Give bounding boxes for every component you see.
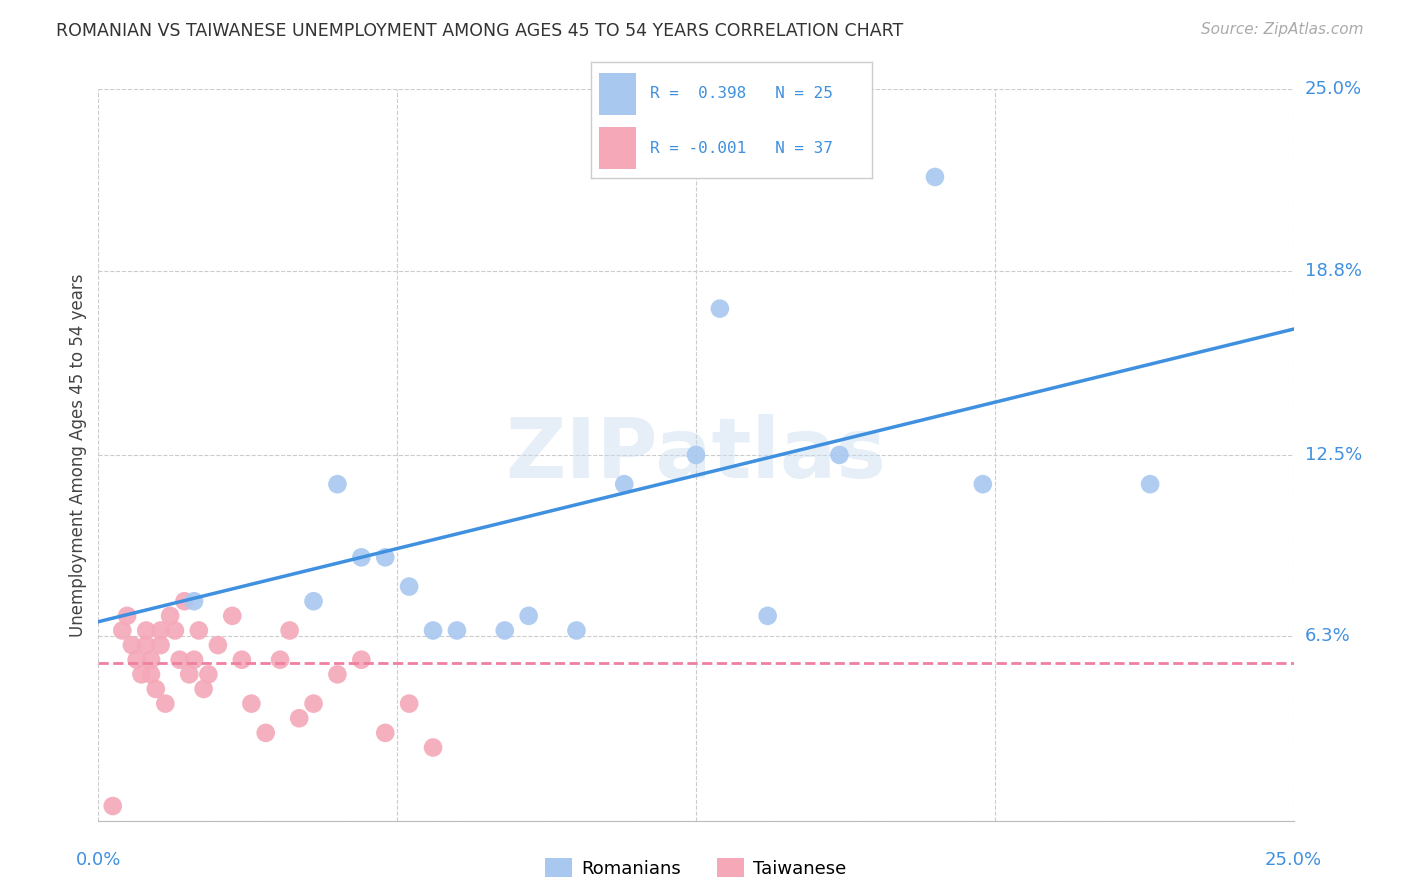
Text: R = -0.001   N = 37: R = -0.001 N = 37 bbox=[650, 141, 832, 156]
Point bbox=[101, 799, 124, 814]
Point bbox=[709, 301, 731, 316]
Point bbox=[149, 638, 172, 652]
Point bbox=[240, 697, 263, 711]
Point bbox=[254, 726, 277, 740]
Point bbox=[398, 697, 420, 711]
Point bbox=[115, 608, 138, 623]
Text: 18.8%: 18.8% bbox=[1305, 261, 1361, 279]
Point bbox=[374, 550, 396, 565]
Point bbox=[924, 169, 946, 184]
Point bbox=[756, 608, 779, 623]
Point bbox=[125, 653, 148, 667]
Point bbox=[183, 653, 205, 667]
Point bbox=[269, 653, 291, 667]
Point bbox=[685, 448, 707, 462]
Point bbox=[159, 608, 181, 623]
Text: 0.0%: 0.0% bbox=[76, 851, 121, 869]
FancyBboxPatch shape bbox=[599, 128, 636, 169]
Text: Source: ZipAtlas.com: Source: ZipAtlas.com bbox=[1201, 22, 1364, 37]
FancyBboxPatch shape bbox=[599, 73, 636, 114]
Point bbox=[326, 477, 349, 491]
Point bbox=[565, 624, 588, 638]
Point bbox=[972, 477, 994, 491]
Point bbox=[326, 667, 349, 681]
Point bbox=[193, 681, 215, 696]
Text: 12.5%: 12.5% bbox=[1305, 446, 1362, 464]
Point bbox=[422, 624, 444, 638]
Text: ROMANIAN VS TAIWANESE UNEMPLOYMENT AMONG AGES 45 TO 54 YEARS CORRELATION CHART: ROMANIAN VS TAIWANESE UNEMPLOYMENT AMONG… bbox=[56, 22, 904, 40]
Point bbox=[374, 726, 396, 740]
Point bbox=[145, 681, 167, 696]
Text: 25.0%: 25.0% bbox=[1265, 851, 1322, 869]
Point bbox=[828, 448, 851, 462]
Point bbox=[183, 594, 205, 608]
Point bbox=[135, 638, 157, 652]
Point bbox=[398, 580, 420, 594]
Point bbox=[173, 594, 195, 608]
Point bbox=[613, 477, 636, 491]
Point bbox=[231, 653, 253, 667]
Point bbox=[139, 653, 162, 667]
Point bbox=[302, 594, 325, 608]
Point bbox=[207, 638, 229, 652]
Point bbox=[187, 624, 209, 638]
Point bbox=[179, 667, 201, 681]
Point bbox=[111, 624, 134, 638]
Point bbox=[517, 608, 540, 623]
Point bbox=[139, 667, 162, 681]
Point bbox=[422, 740, 444, 755]
Text: ZIPatlas: ZIPatlas bbox=[506, 415, 886, 495]
Point bbox=[149, 624, 172, 638]
Point bbox=[135, 624, 157, 638]
Point bbox=[494, 624, 516, 638]
Text: R =  0.398   N = 25: R = 0.398 N = 25 bbox=[650, 87, 832, 102]
Legend: Romanians, Taiwanese: Romanians, Taiwanese bbox=[538, 851, 853, 885]
Text: 25.0%: 25.0% bbox=[1305, 80, 1362, 98]
Text: 6.3%: 6.3% bbox=[1305, 627, 1350, 645]
Point bbox=[155, 697, 177, 711]
Point bbox=[121, 638, 143, 652]
Point bbox=[302, 697, 325, 711]
Point bbox=[221, 608, 243, 623]
Point bbox=[350, 550, 373, 565]
Point bbox=[1139, 477, 1161, 491]
Point bbox=[169, 653, 191, 667]
Point bbox=[197, 667, 219, 681]
Point bbox=[288, 711, 311, 725]
Point bbox=[278, 624, 301, 638]
Point bbox=[446, 624, 468, 638]
Point bbox=[131, 667, 153, 681]
Point bbox=[350, 653, 373, 667]
Y-axis label: Unemployment Among Ages 45 to 54 years: Unemployment Among Ages 45 to 54 years bbox=[69, 273, 87, 637]
Point bbox=[163, 624, 186, 638]
